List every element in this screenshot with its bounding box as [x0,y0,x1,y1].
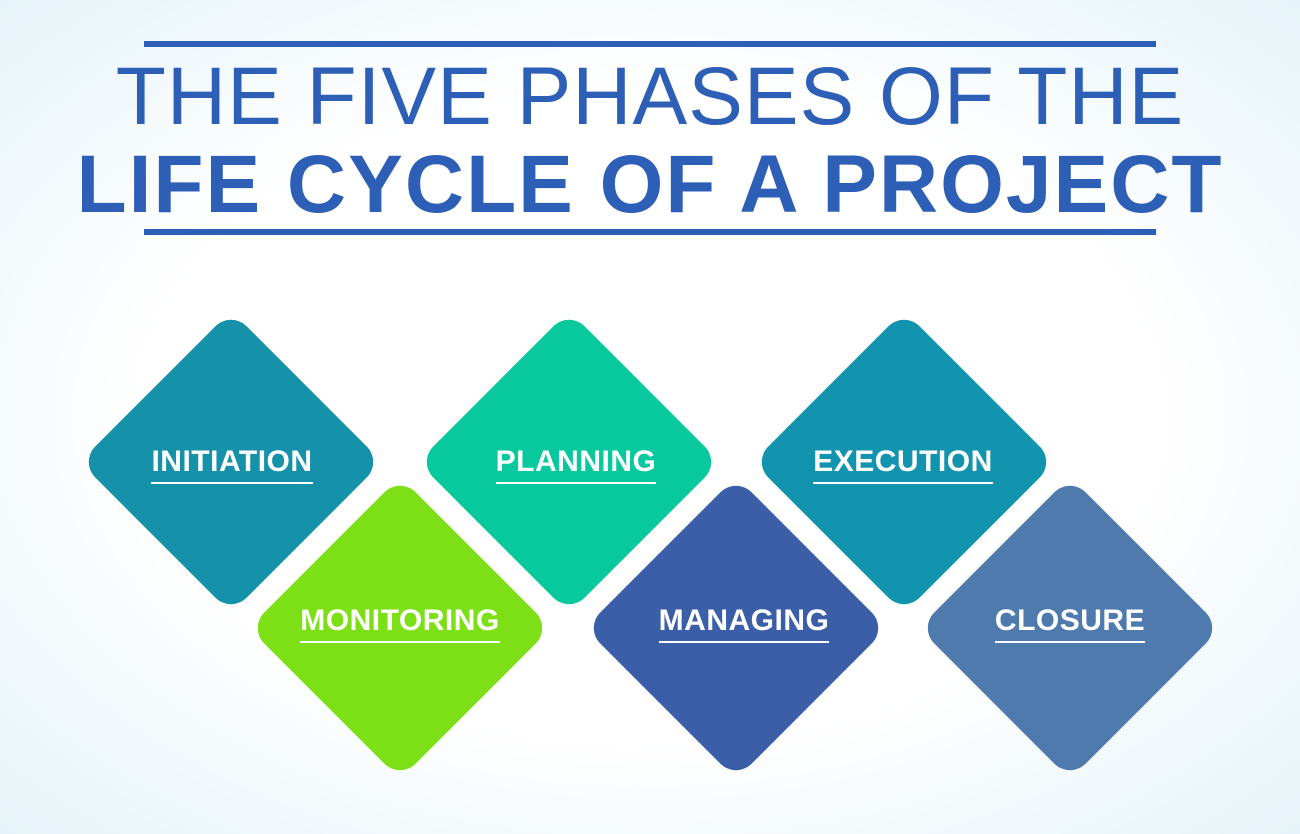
title-line-2: LIFE CYCLE OF A PROJECT [76,139,1224,230]
phase-label-planning-text: PLANNING [495,444,657,484]
phase-label-execution: EXECUTION [753,444,1053,484]
phase-label-execution-text: EXECUTION [813,444,993,484]
phase-label-planning: PLANNING [426,444,726,484]
phase-label-monitoring: MONITORING [250,603,550,643]
title-line-1: THE FIVE PHASES OF THE [115,51,1185,142]
phase-label-closure: CLOSURE [920,603,1220,643]
phase-label-closure-text: CLOSURE [994,603,1146,643]
phase-label-managing: MANAGING [594,603,894,643]
title-rule-top [144,41,1156,47]
title-rule-bottom [144,229,1156,235]
phase-label-initiation: INITIATION [82,444,382,484]
phase-label-managing-text: MANAGING [658,603,830,643]
phase-label-monitoring-text: MONITORING [300,603,500,643]
phase-label-initiation-text: INITIATION [151,444,313,484]
